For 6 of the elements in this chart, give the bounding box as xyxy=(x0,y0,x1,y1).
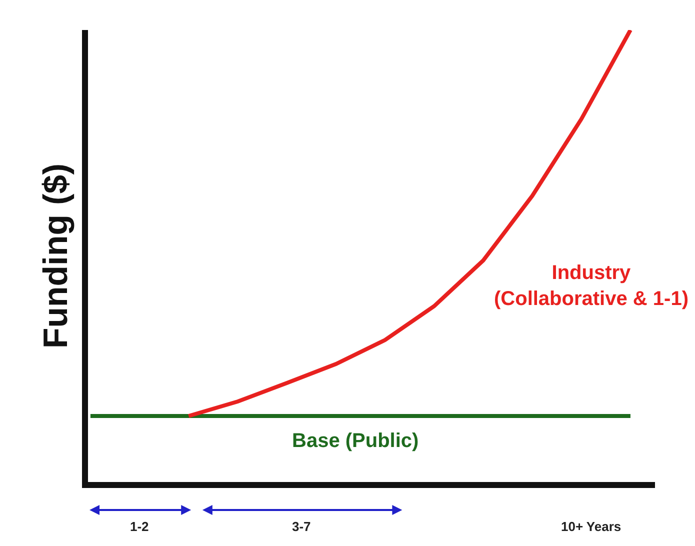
text: 10+ Years xyxy=(561,519,622,534)
y-axis-title: Funding ($) xyxy=(37,163,76,349)
series-label: Base (Public) xyxy=(292,430,419,452)
text: 1-2 xyxy=(130,519,149,534)
text: 3-7 xyxy=(292,519,311,534)
series-label: Industry (Collaborative & 1-1) xyxy=(494,262,688,310)
